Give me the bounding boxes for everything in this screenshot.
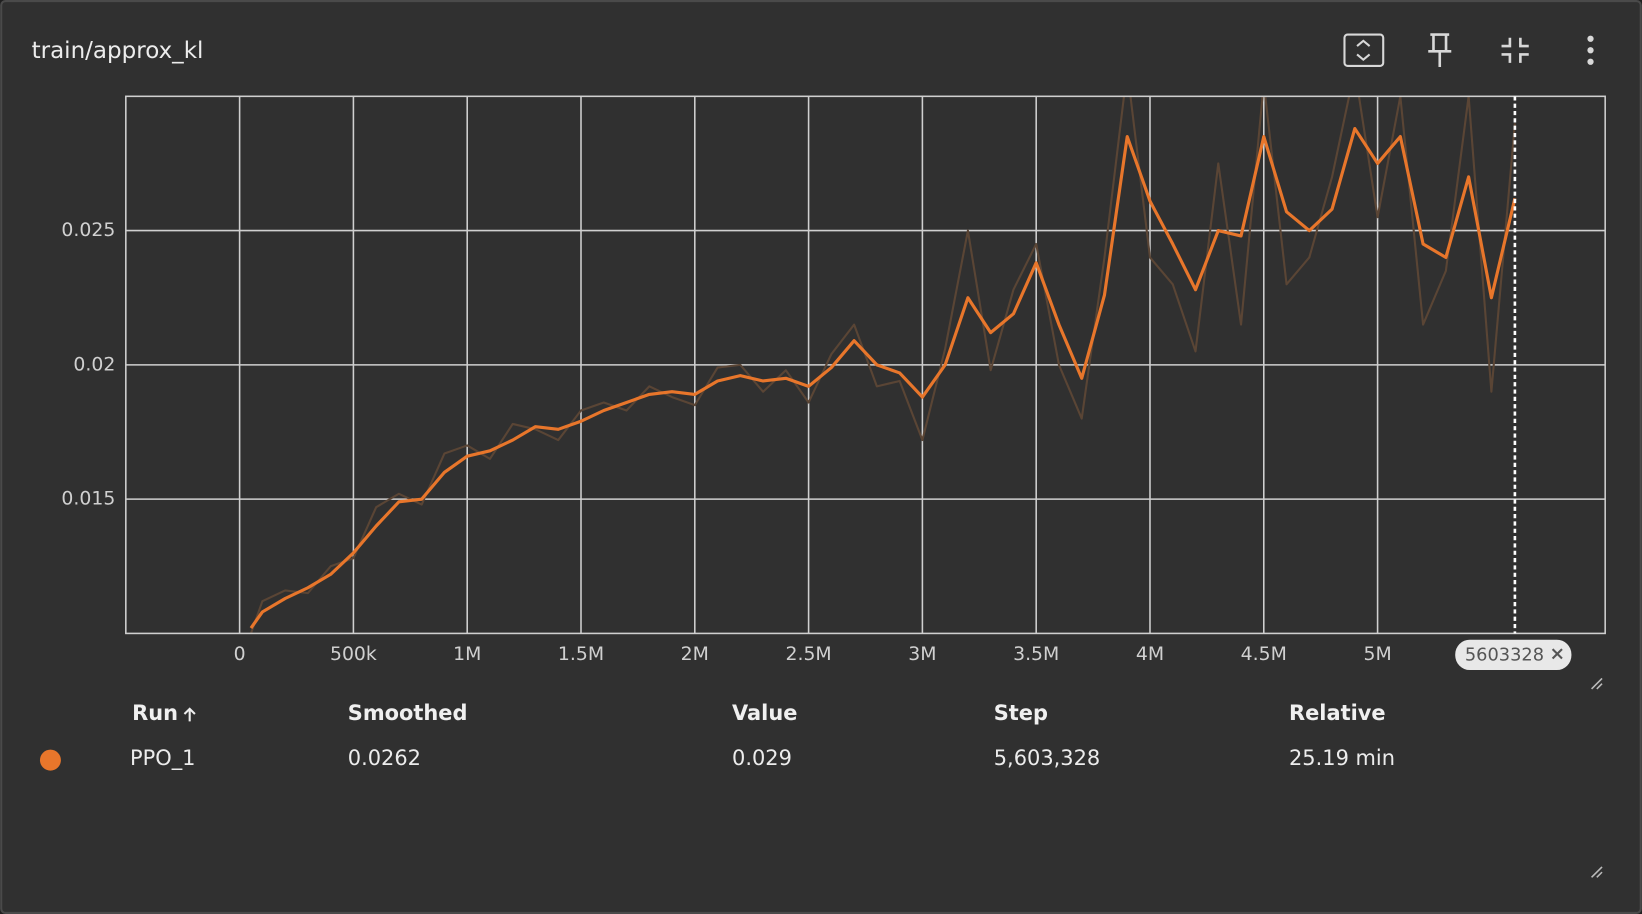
x-tick-label: 3M <box>908 644 936 665</box>
x-tick-label: 1.5M <box>558 644 604 665</box>
x-tick-label: 4.5M <box>1241 644 1287 665</box>
resize-handle[interactable] <box>1591 866 1603 878</box>
run-color-dot[interactable] <box>39 749 61 771</box>
x-tick-label: 2M <box>681 644 709 665</box>
table-header: Relative <box>1289 701 1386 725</box>
table-cell: PPO_1 <box>130 746 195 771</box>
x-tick-label: 1M <box>453 644 481 665</box>
y-tick-label: 0.02 <box>73 354 115 375</box>
card-title: train/approx_kl <box>32 38 204 64</box>
cursor-chip <box>1455 639 1572 671</box>
sort-arrow[interactable] <box>183 707 196 722</box>
plot <box>125 96 1606 634</box>
x-tick-label: 0 <box>234 644 246 665</box>
y-tick-label: 0.025 <box>61 220 115 241</box>
table-cell: 25.19 min <box>1289 746 1395 770</box>
cursor-step-label: 5603328 <box>1465 644 1544 665</box>
table-header: Run <box>132 701 178 725</box>
x-tick-label: 5M <box>1363 644 1391 665</box>
series-group <box>249 96 1517 634</box>
table-header: Value <box>732 701 797 725</box>
x-tick-label: 4M <box>1136 644 1164 665</box>
table-cell: 5,603,328 <box>994 746 1100 770</box>
plot-frame <box>125 95 1606 635</box>
collapse-button[interactable] <box>1501 37 1529 63</box>
series-line <box>249 126 1517 629</box>
close-icon <box>1551 648 1563 660</box>
table-cell: 0.029 <box>732 746 792 770</box>
x-tick-label: 2.5M <box>785 644 831 665</box>
menu-button[interactable] <box>1587 35 1594 65</box>
fit-button[interactable] <box>1343 33 1385 68</box>
x-tick-label: 3.5M <box>1013 644 1059 665</box>
table-cell: 0.0262 <box>348 746 421 770</box>
x-tick-label: 500k <box>330 644 377 665</box>
y-tick-label: 0.015 <box>61 489 115 510</box>
series-line <box>250 96 1516 634</box>
resize-handle[interactable] <box>1591 677 1603 690</box>
pin-button[interactable] <box>1428 33 1452 68</box>
table-header: Step <box>994 701 1048 725</box>
table-header: Smoothed <box>348 701 468 725</box>
cursor-close[interactable] <box>1551 648 1563 660</box>
